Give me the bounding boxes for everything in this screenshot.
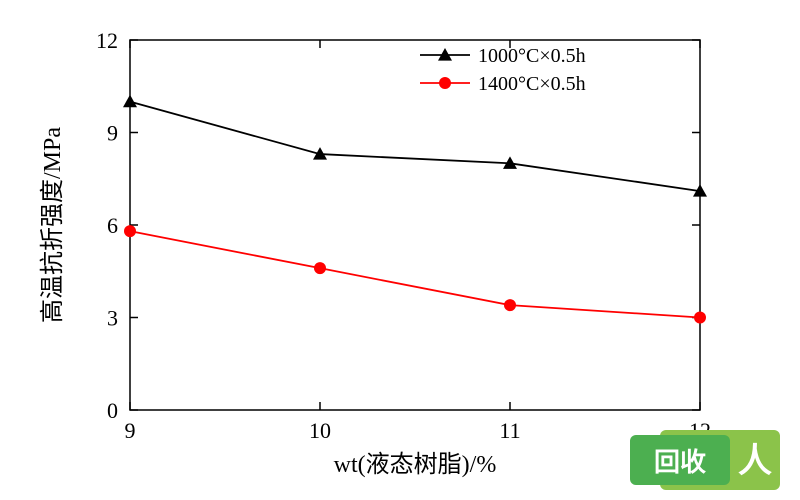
watermark-back-text: 人 (738, 433, 772, 482)
x-tick-label: 11 (499, 418, 520, 443)
legend-label: 1000°C×0.5h (478, 45, 586, 67)
x-tick-label: 9 (125, 418, 136, 443)
chart-container: 9101112036912wt(液态树脂)/%高温抗折强度/MPa1000°C×… (0, 0, 800, 500)
x-tick-label: 10 (309, 418, 331, 443)
series-line (130, 102, 700, 191)
watermark-front: 回收 (630, 435, 730, 485)
plot-border (130, 40, 700, 410)
circle-marker (439, 77, 451, 89)
y-axis-label: 高温抗折强度/MPa (39, 127, 66, 323)
legend-label: 1400°C×0.5h (478, 73, 586, 95)
y-tick-label: 0 (107, 398, 118, 423)
y-tick-label: 9 (107, 121, 118, 146)
y-tick-label: 6 (107, 213, 118, 238)
watermark: 人 回收 (600, 420, 780, 490)
circle-marker (694, 312, 706, 324)
circle-marker (314, 262, 326, 274)
circle-marker (124, 225, 136, 237)
series-line (130, 231, 700, 317)
x-axis-label: wt(液态树脂)/% (334, 451, 497, 478)
circle-marker (504, 299, 516, 311)
y-tick-label: 12 (96, 28, 118, 53)
triangle-marker (123, 95, 137, 108)
y-tick-label: 3 (107, 306, 118, 331)
